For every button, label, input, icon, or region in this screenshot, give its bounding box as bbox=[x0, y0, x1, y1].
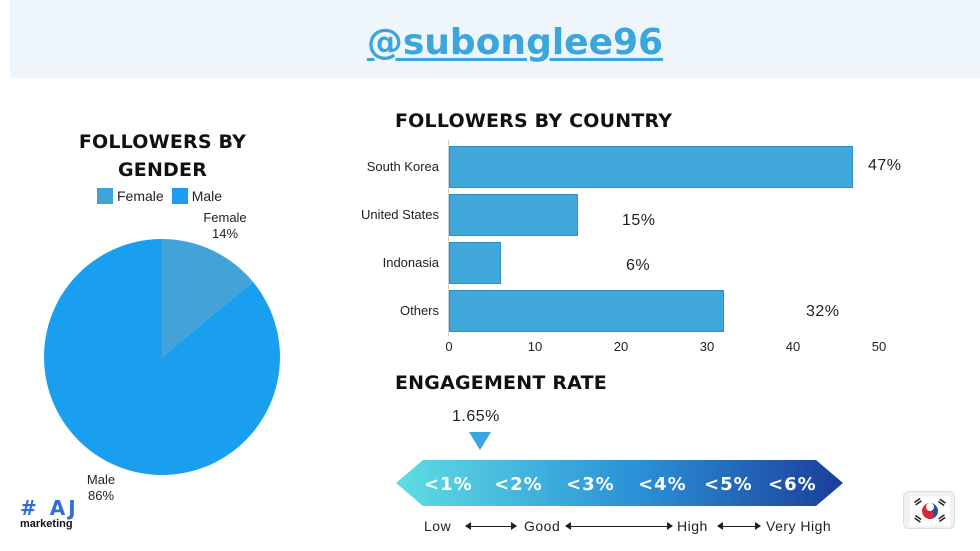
gender-chart-title: FOLLOWERS BY GENDER bbox=[78, 131, 247, 181]
country-chart-title: FOLLOWERS BY COUNTRY bbox=[395, 110, 673, 132]
scale-step-2: <2% bbox=[494, 474, 543, 495]
pie-label-male-name: Male bbox=[86, 472, 116, 487]
level-arrow-1 bbox=[465, 522, 517, 530]
engagement-title: ENGAGEMENT RATE bbox=[395, 372, 607, 394]
bar-united-states bbox=[449, 194, 578, 236]
level-arrow-3 bbox=[717, 522, 761, 530]
bar-others bbox=[449, 290, 725, 332]
account-handle[interactable]: @subonglee96 bbox=[366, 22, 664, 63]
south-korea-flag-icon bbox=[903, 491, 955, 529]
x-tick-10: 10 bbox=[527, 339, 543, 354]
scale-step-4: <4% bbox=[638, 474, 687, 495]
engagement-marker-icon bbox=[469, 432, 491, 450]
level-good: Good bbox=[524, 518, 561, 534]
scale-step-6: <6% bbox=[768, 474, 817, 495]
legend-item-female: Female bbox=[97, 188, 164, 204]
bar-label-indonasia: Indonasia bbox=[382, 255, 439, 270]
logo-main-text: # AJ bbox=[20, 496, 79, 520]
x-tick-50: 50 bbox=[871, 339, 887, 354]
bar-pct-indonasia: 6% bbox=[626, 257, 651, 274]
level-arrow-2 bbox=[565, 522, 673, 530]
bar-label-south-korea: South Korea bbox=[366, 159, 439, 174]
gender-legend: Female Male bbox=[97, 188, 230, 204]
pie-slice-female bbox=[162, 239, 253, 357]
x-tick-40: 40 bbox=[785, 339, 801, 354]
pie-label-female-name: Female bbox=[203, 210, 247, 225]
bar-axis-line bbox=[448, 140, 449, 336]
engagement-rate-value: 1.65% bbox=[452, 408, 500, 425]
legend-label-female: Female bbox=[117, 188, 164, 204]
x-tick-30: 30 bbox=[699, 339, 715, 354]
bar-label-united-states: United States bbox=[360, 207, 439, 222]
bar-pct-united-states: 15% bbox=[622, 212, 656, 229]
legend-label-male: Male bbox=[191, 188, 223, 204]
x-tick-20: 20 bbox=[613, 339, 629, 354]
scale-step-3: <3% bbox=[566, 474, 615, 495]
level-low: Low bbox=[424, 518, 452, 534]
scale-step-5: <5% bbox=[704, 474, 753, 495]
x-tick-0: 0 bbox=[445, 339, 453, 354]
level-very-high: Very High bbox=[766, 518, 832, 534]
bar-pct-others: 32% bbox=[806, 303, 840, 320]
aj-marketing-logo: # AJ marketing bbox=[20, 498, 79, 530]
pie-label-male: Male 86% bbox=[78, 472, 124, 504]
engagement-scale-bar bbox=[396, 460, 843, 506]
pie-label-female: Female 14% bbox=[192, 210, 258, 242]
bar-indonasia bbox=[449, 242, 501, 284]
pie-slice-male bbox=[44, 239, 280, 475]
legend-swatch-female bbox=[97, 188, 113, 204]
bar-pct-south-korea: 47% bbox=[868, 157, 902, 174]
legend-swatch-male bbox=[171, 188, 188, 204]
bar-south-korea bbox=[449, 146, 854, 188]
pie-label-male-pct: 86% bbox=[87, 488, 115, 503]
pie-label-female-pct: 14% bbox=[211, 226, 239, 241]
legend-item-male: Male bbox=[171, 188, 223, 204]
bar-label-others: Others bbox=[399, 303, 439, 318]
logo-sub-text: marketing bbox=[20, 518, 73, 530]
scale-step-1: <1% bbox=[424, 474, 473, 495]
level-high: High bbox=[677, 518, 708, 534]
header-band bbox=[10, 0, 980, 78]
